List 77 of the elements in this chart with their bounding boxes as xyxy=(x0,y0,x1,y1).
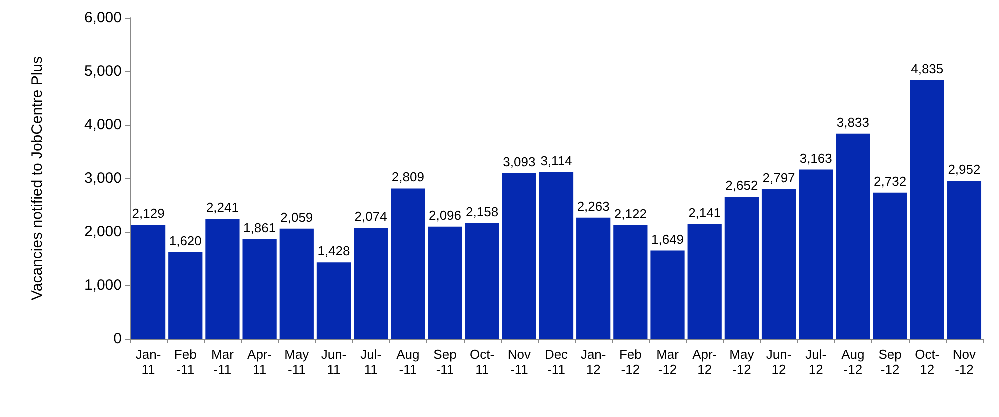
x-tick-label: Sep -12 xyxy=(878,347,902,377)
x-tick-label: Oct- 12 xyxy=(915,347,940,377)
bar xyxy=(576,218,611,339)
data-label: 1,861 xyxy=(244,220,276,236)
y-tick-label: 4,000 xyxy=(84,116,122,134)
x-tick-label: Apr- 12 xyxy=(692,347,718,377)
data-label: 2,096 xyxy=(428,208,462,223)
x-tick-label: Jul- 11 xyxy=(360,347,382,377)
bar xyxy=(614,225,648,339)
x-tick-label: Nov -11 xyxy=(508,347,532,377)
bar xyxy=(799,170,834,339)
bar xyxy=(539,172,574,339)
data-label: 2,809 xyxy=(392,170,424,185)
data-label: 1,620 xyxy=(169,233,202,248)
data-label: 2,797 xyxy=(762,170,796,186)
data-label: 2,241 xyxy=(206,200,239,216)
bar xyxy=(836,134,870,339)
data-label: 2,074 xyxy=(354,209,388,224)
x-tick-label: Jul- 12 xyxy=(806,347,827,377)
x-tick-label: Jun- 12 xyxy=(766,347,792,377)
y-tick-label: 2,000 xyxy=(84,224,122,240)
bar xyxy=(873,192,908,339)
data-label: 2,263 xyxy=(577,198,610,214)
y-axis-title: Vacancies notified to JobCentre Plus xyxy=(29,56,46,301)
data-label: 2,059 xyxy=(280,210,314,225)
x-tick-label: Feb -11 xyxy=(174,347,197,377)
data-label: 2,652 xyxy=(726,178,758,194)
data-label: 3,163 xyxy=(800,150,832,166)
x-tick-label: May -12 xyxy=(730,347,755,377)
bar xyxy=(131,225,166,339)
data-label: 2,952 xyxy=(948,162,981,178)
y-tick-label: 3,000 xyxy=(84,170,122,187)
x-tick-label: Jan- 12 xyxy=(580,347,606,377)
data-label: 2,129 xyxy=(132,206,165,222)
data-label: 2,122 xyxy=(614,206,647,222)
x-tick-label: Mar -12 xyxy=(656,347,680,377)
bar xyxy=(354,228,388,339)
bar xyxy=(428,226,462,339)
y-tick-label: 6,000 xyxy=(84,10,122,26)
bar xyxy=(242,239,277,339)
bar xyxy=(206,219,240,339)
data-label: 2,158 xyxy=(466,204,499,220)
x-tick-label: Oct- 11 xyxy=(470,347,495,377)
x-tick-label: Jan- 11 xyxy=(136,347,162,377)
bar xyxy=(168,252,203,339)
x-tick-label: Aug -11 xyxy=(396,347,420,377)
x-tick-label: Dec -11 xyxy=(544,347,569,377)
data-label: 2,141 xyxy=(688,205,722,220)
x-tick-label: Apr- 11 xyxy=(248,347,272,377)
bar xyxy=(502,174,536,339)
bar xyxy=(688,224,722,339)
bar xyxy=(316,262,352,339)
y-tick-label: 5,000 xyxy=(84,63,122,80)
bar xyxy=(762,189,796,339)
bar xyxy=(465,224,500,339)
data-label: 3,093 xyxy=(503,154,536,170)
data-label: 2,732 xyxy=(874,174,907,189)
bar xyxy=(724,197,759,339)
x-tick-label: Sep -11 xyxy=(434,347,457,377)
data-label: 4,835 xyxy=(911,61,944,76)
x-tick-label: May -11 xyxy=(284,347,310,377)
x-tick-label: Aug -12 xyxy=(842,347,865,377)
data-label: 3,114 xyxy=(540,153,572,168)
x-tick-label: Mar -11 xyxy=(212,347,235,377)
y-tick-label: 0 xyxy=(114,330,122,348)
x-tick-label: Jun- 11 xyxy=(321,347,347,377)
bar xyxy=(391,188,426,339)
data-label: 1,649 xyxy=(651,232,684,247)
data-label: 3,833 xyxy=(836,114,870,130)
bar xyxy=(910,80,944,339)
bar xyxy=(650,250,685,339)
y-tick-label: 1,000 xyxy=(84,277,122,294)
bar xyxy=(947,181,982,339)
x-tick-label: Nov -12 xyxy=(952,347,977,377)
data-label: 1,428 xyxy=(318,244,350,259)
x-tick-label: Feb -12 xyxy=(619,347,642,377)
bar xyxy=(280,228,314,339)
